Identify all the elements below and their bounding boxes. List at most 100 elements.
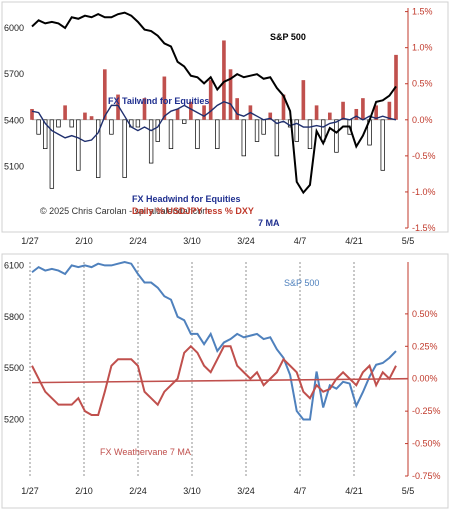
left-tick-label: 6000 xyxy=(4,23,24,33)
bar xyxy=(261,119,266,135)
right-tick-label: -0.75% xyxy=(412,471,441,481)
series-lines xyxy=(31,260,409,421)
bar xyxy=(334,119,339,153)
bar xyxy=(281,94,286,120)
bar xyxy=(63,105,67,120)
x-axis-ticks: 1/27 2/10 2/24 3/10 3/24 4/7 4/21 5/5 xyxy=(21,486,414,496)
left-tick-label: 5200 xyxy=(4,415,24,425)
bar xyxy=(215,119,220,150)
fx-weathervane-line xyxy=(31,344,397,417)
bar xyxy=(116,94,120,120)
bar xyxy=(83,112,87,120)
right-axis-ticks: 0.50% 0.25% 0.00% -0.25% -0.50% -0.75% xyxy=(405,262,441,481)
bar xyxy=(76,119,81,171)
bar xyxy=(148,119,154,164)
right-tick-label: -1.5% xyxy=(412,223,436,233)
left-tick-label: 5500 xyxy=(4,363,24,373)
x-tick-label: 3/10 xyxy=(183,486,201,496)
bar xyxy=(69,119,74,128)
right-tick-label: -0.25% xyxy=(412,406,441,416)
left-axis-ticks: 6100 5800 5500 5200 xyxy=(4,260,24,424)
x-tick-label: 4/21 xyxy=(345,486,363,496)
bar xyxy=(341,101,345,120)
headwind-label: FX Headwind for Equities xyxy=(132,194,241,204)
ma-line xyxy=(31,101,397,143)
x-tick-label: 2/10 xyxy=(75,236,93,246)
bar xyxy=(301,80,306,120)
bar xyxy=(235,98,239,120)
bar xyxy=(30,108,34,120)
bar xyxy=(162,76,167,120)
x-tick-label: 5/5 xyxy=(402,486,415,496)
x-tick-label: 1/27 xyxy=(21,236,39,246)
right-tick-label: -0.50% xyxy=(412,439,441,449)
series-lines xyxy=(31,11,397,195)
x-tick-label: 2/24 xyxy=(129,236,147,246)
bar xyxy=(314,105,319,120)
copyright-label: © 2025 Chris Carolan - spiralcalendar.co… xyxy=(40,206,210,216)
bar xyxy=(175,108,180,120)
x-tick-label: 4/7 xyxy=(294,486,307,496)
x-tick-label: 3/10 xyxy=(183,236,201,246)
bar xyxy=(89,116,94,120)
bar xyxy=(43,119,48,150)
bar xyxy=(361,98,365,120)
daily-series-label: Daily % USDJPY less % DXY xyxy=(132,206,254,216)
bar xyxy=(387,101,392,120)
right-tick-label: 1.0% xyxy=(412,43,433,53)
bar xyxy=(222,40,226,120)
fx-weathervane-label: FX Weathervane 7 MA xyxy=(100,447,191,457)
bar xyxy=(155,119,160,142)
left-tick-label: 5800 xyxy=(4,312,24,322)
bar xyxy=(135,119,141,128)
trend-line xyxy=(31,377,409,384)
right-tick-label: 0.5% xyxy=(412,79,433,89)
bar xyxy=(208,80,213,120)
right-tick-label: 0.50% xyxy=(412,309,438,319)
x-tick-label: 1/27 xyxy=(21,486,39,496)
left-tick-label: 5700 xyxy=(4,69,24,79)
right-tick-label: 0.00% xyxy=(412,374,438,384)
bar xyxy=(109,119,114,135)
bar xyxy=(122,119,127,178)
sp500-line xyxy=(31,260,397,421)
x-tick-label: 3/24 xyxy=(237,236,255,246)
x-axis-ticks: 1/27 2/10 2/24 3/10 3/24 4/7 4/21 5/5 xyxy=(21,236,414,246)
bar xyxy=(182,119,187,124)
ma-label: 7 MA xyxy=(258,218,280,228)
bar xyxy=(56,119,61,128)
right-tick-label: 0.25% xyxy=(412,341,438,351)
right-tick-label: -0.5% xyxy=(412,151,436,161)
bar xyxy=(354,108,359,120)
bar xyxy=(202,105,206,120)
x-tick-label: 2/24 xyxy=(129,486,147,496)
right-tick-label: 1.5% xyxy=(412,7,433,17)
bar xyxy=(254,119,260,142)
x-tick-label: 4/7 xyxy=(294,236,307,246)
bar xyxy=(268,112,273,120)
left-tick-label: 5100 xyxy=(4,161,24,171)
x-tick-label: 5/5 xyxy=(402,236,415,246)
bar xyxy=(327,112,332,120)
x-tick-label: 4/21 xyxy=(345,236,363,246)
sp500-label: S&P 500 xyxy=(270,32,306,42)
bar xyxy=(168,119,174,150)
right-tick-label: 0.0% xyxy=(412,115,433,125)
bar xyxy=(274,119,280,157)
chart-top: 6000 5700 5400 5100 1.5% 1.0% 0.5% 0.0% -0.5% -1… xyxy=(1,1,449,246)
bar xyxy=(195,119,200,150)
bar xyxy=(36,119,41,135)
bar xyxy=(96,119,101,178)
bar xyxy=(49,119,55,189)
tailwind-label: FX Tailwind for Equities xyxy=(108,96,209,106)
bar xyxy=(294,119,299,142)
chart-bottom: 6100 5800 5500 5200 0.50% 0.25% 0.00% -0.25% -0… xyxy=(1,253,449,509)
sp500-line xyxy=(31,11,397,195)
sp500-label: S&P 500 xyxy=(284,278,319,288)
left-tick-label: 6100 xyxy=(4,260,24,270)
bar xyxy=(307,119,313,150)
right-axis-ticks: 1.5% 1.0% 0.5% 0.0% -0.5% -1.0% -1.5% xyxy=(405,7,436,233)
left-axis-ticks: 6000 5700 5400 5100 xyxy=(4,23,24,171)
x-tick-label: 3/24 xyxy=(237,486,255,496)
right-tick-label: -1.0% xyxy=(412,187,436,197)
